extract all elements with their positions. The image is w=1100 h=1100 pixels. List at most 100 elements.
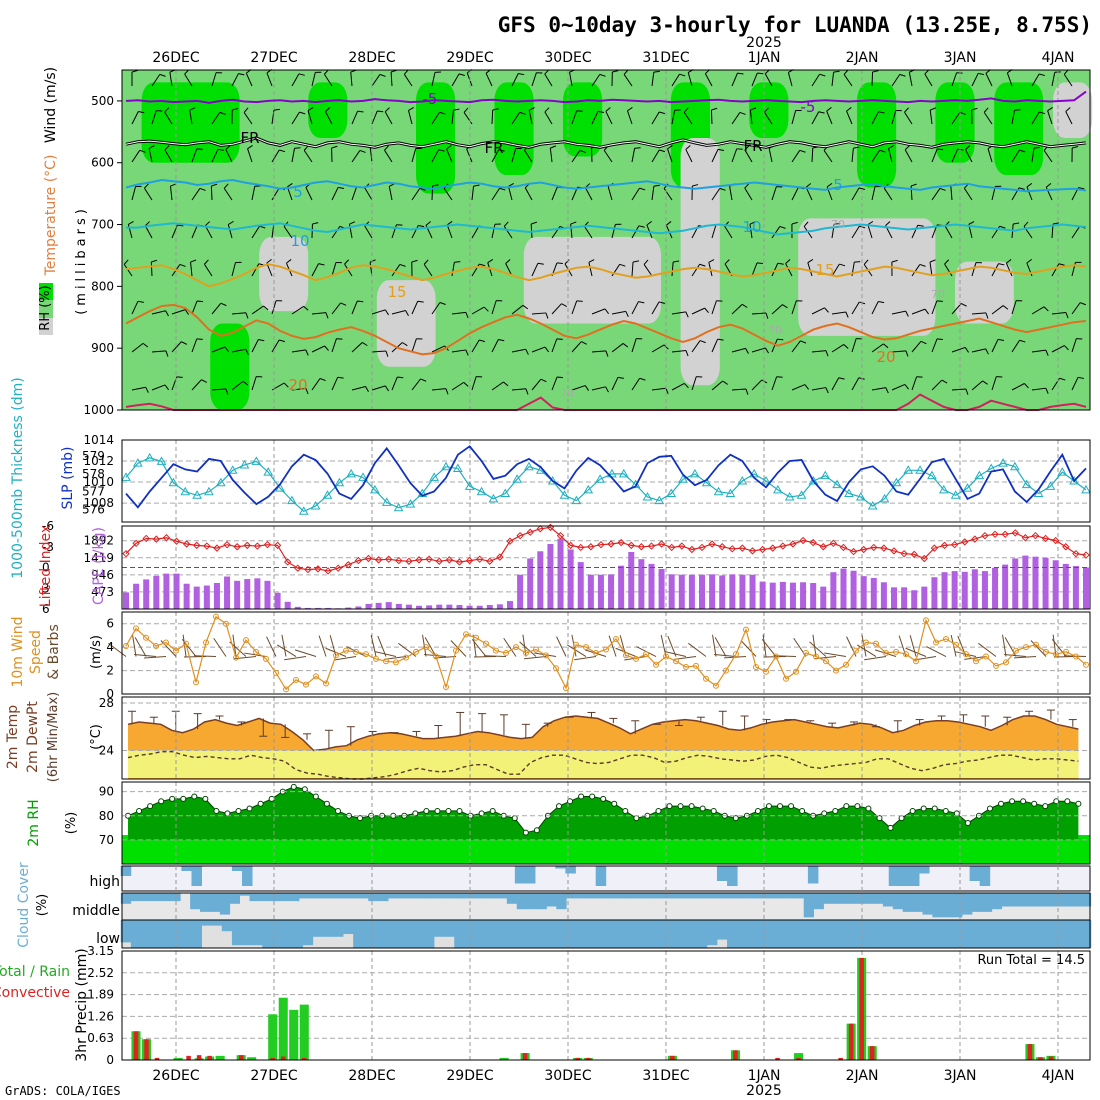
wind-barb-flag — [344, 259, 349, 265]
x-tick-top-27DEC: 27DEC — [250, 50, 297, 66]
precip-conv-bar — [186, 1055, 191, 1060]
wind-barb — [667, 635, 677, 657]
wind-barb-flag — [605, 350, 609, 357]
wind-barb-flag — [883, 343, 889, 349]
wind-barb — [987, 148, 993, 163]
wind-barb — [724, 656, 747, 659]
wind-barb-flag — [522, 304, 529, 310]
wind-barb — [371, 110, 378, 125]
wind-barb — [807, 262, 813, 277]
wind-barb-flag — [219, 111, 226, 115]
wind-barb — [831, 311, 846, 315]
thickness-point — [1081, 484, 1091, 494]
rh-point — [1020, 798, 1027, 805]
cape-bar — [567, 549, 574, 609]
wind-barb — [751, 379, 763, 391]
rh-point — [290, 783, 297, 790]
wind-barb-flag — [445, 388, 449, 395]
cloud-bar-middle — [882, 893, 894, 907]
wind-barb — [791, 187, 799, 201]
lifted-index-point — [324, 567, 332, 575]
wind-barb — [391, 224, 397, 239]
thickness-point — [298, 506, 309, 515]
wind-barb — [871, 343, 884, 353]
wind-speed-point — [123, 642, 129, 649]
lifted-index-point — [405, 557, 413, 565]
li-tick-label: -6 — [42, 519, 54, 533]
wind-barb — [712, 634, 717, 657]
cloud-bar-low — [626, 920, 637, 948]
wind-barb — [671, 262, 674, 277]
thickness-point — [287, 495, 297, 505]
thickness-point — [263, 467, 274, 476]
wind-speed-point — [993, 662, 999, 669]
cloud-bar-low — [767, 920, 778, 948]
thickness-point — [370, 484, 380, 494]
wind-speed-point — [383, 658, 389, 665]
cloud-bar-low — [302, 920, 314, 946]
wind-speed-point — [1043, 648, 1049, 655]
wind-barb — [891, 110, 897, 125]
wind-barb-flag — [924, 308, 930, 315]
wind-speed-point — [893, 648, 899, 655]
cloud-bar-low — [242, 920, 253, 946]
wind-barb-flag — [1019, 149, 1026, 153]
wind-barb — [667, 148, 673, 163]
lifted-index-point — [486, 557, 494, 565]
wind-speed-point — [213, 613, 219, 620]
wind-barb-flag — [1059, 377, 1066, 381]
wind-barb — [843, 74, 853, 87]
wind-barb-flag — [724, 259, 730, 265]
wind-barb-flag — [266, 259, 272, 264]
wind-barb — [1026, 186, 1033, 201]
wind-barb-flag — [123, 259, 129, 265]
wind-barb — [234, 656, 257, 660]
cape-bar — [304, 607, 311, 609]
wind-barb — [951, 303, 962, 315]
cloud-bar-low — [575, 920, 586, 948]
wind-barb — [291, 73, 300, 87]
wind-barb — [193, 655, 217, 658]
cloud-label-low: low — [96, 931, 120, 947]
wind-barb — [688, 642, 707, 657]
contour-label: 15 — [815, 261, 834, 279]
wind-barb-flag — [196, 148, 203, 150]
cloud-bar-low — [676, 920, 688, 948]
cape-bar — [557, 538, 564, 609]
thickness-point — [1069, 475, 1080, 485]
wind-barb — [471, 639, 487, 657]
cloud-bar-low — [434, 920, 445, 937]
wind-barb-flag — [978, 72, 985, 76]
cloud-bar-middle — [427, 893, 438, 899]
rh-point — [843, 803, 850, 810]
wind-barb-flag — [570, 221, 577, 225]
cloud-bar-middle — [546, 893, 557, 907]
wind-barb — [551, 376, 558, 391]
li-tick-label: -3 — [42, 540, 54, 554]
wind-barb-flag — [1072, 146, 1079, 149]
cape-bar — [163, 573, 170, 609]
isotherm-fr — [125, 137, 1087, 148]
cape-bar — [375, 602, 382, 609]
cape-bar — [739, 574, 746, 609]
wind-barb — [549, 148, 553, 163]
wind-barb — [471, 306, 485, 315]
lifted-index-point — [283, 558, 292, 566]
wind-barb-flag — [905, 350, 909, 357]
thickness-tick-label: 578 — [82, 467, 105, 481]
wind-barb — [491, 339, 499, 353]
wind-speed-point — [233, 654, 239, 661]
wind-barb — [507, 186, 513, 201]
wind-barb — [311, 263, 320, 277]
wind-barb — [951, 388, 966, 391]
wind-barb — [1002, 634, 1007, 657]
wind-barb — [191, 188, 201, 201]
rh-point — [533, 827, 540, 834]
cape-bar — [456, 605, 463, 609]
wind-barb — [374, 651, 397, 658]
wind-barb — [334, 656, 357, 661]
rh-region-light — [523, 236, 661, 324]
lifted-index-point — [334, 564, 342, 572]
wind-barb — [1031, 387, 1046, 391]
